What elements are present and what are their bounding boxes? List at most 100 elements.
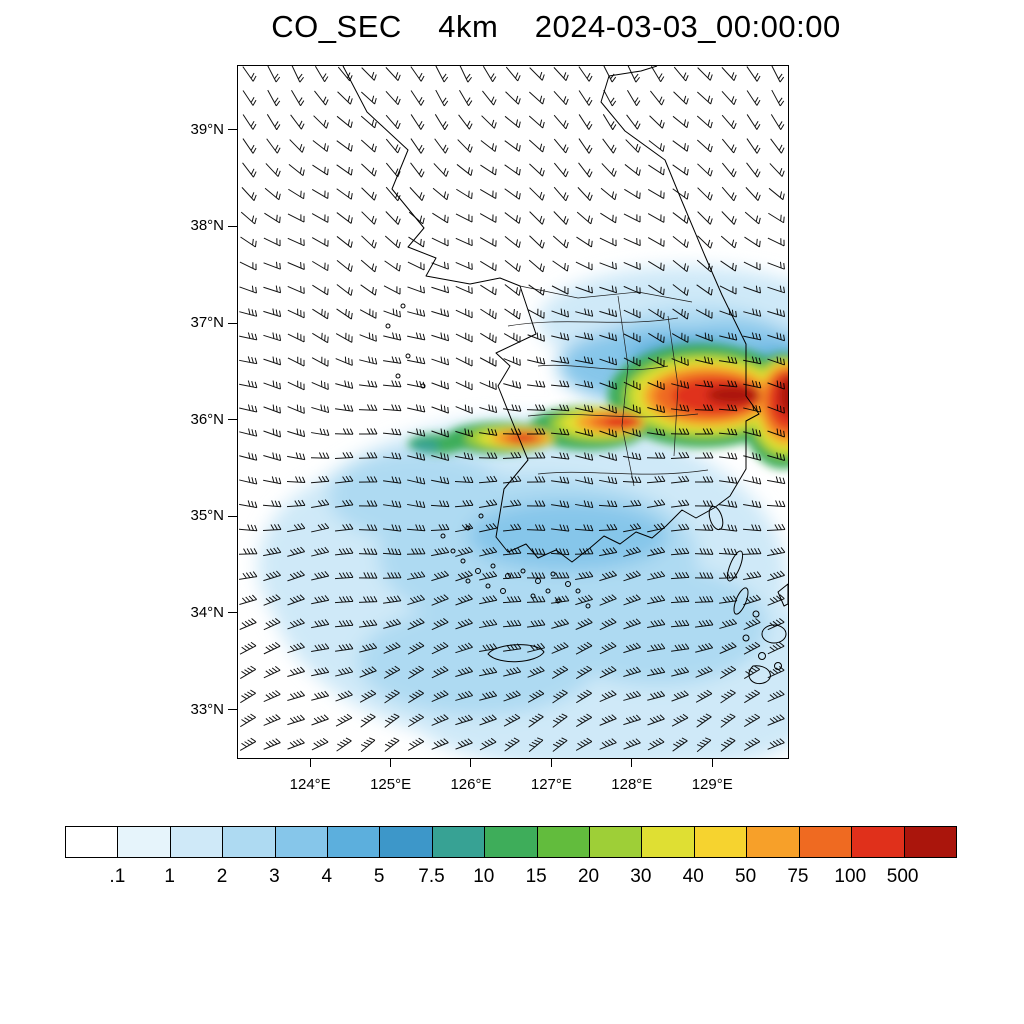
wind-barb [385, 138, 401, 154]
wind-barb [410, 162, 425, 178]
wind-barb [455, 666, 474, 677]
wind-barb [385, 114, 401, 130]
wind-barb [575, 404, 594, 413]
colorbar-segment [380, 827, 433, 857]
wind-barb [746, 90, 761, 106]
colorbar-tick-label: 1 [164, 866, 175, 887]
wind-barb [627, 89, 641, 107]
wind-barb [719, 500, 738, 508]
wind-barb [263, 332, 282, 342]
wind-barb [240, 236, 257, 248]
wind-barb [527, 666, 545, 678]
wind-barb [263, 618, 281, 631]
wind-barb [695, 619, 714, 628]
wind-barb [578, 114, 593, 130]
map-canvas [238, 66, 788, 758]
wind-barb [435, 66, 449, 83]
wind-barb [266, 138, 281, 154]
wind-barb [743, 500, 762, 509]
colorbar-segment [275, 827, 329, 857]
wind-barb [242, 162, 257, 178]
wind-barb [312, 284, 329, 296]
wind-barb [743, 356, 762, 365]
wind-barb [575, 380, 594, 389]
wind-barb [503, 332, 521, 343]
wind-barb [263, 428, 281, 438]
wind-barb [336, 236, 353, 248]
wind-barb [311, 189, 329, 199]
wind-barb [746, 138, 761, 154]
lat-tick-label: 35°N [190, 507, 224, 525]
wind-barb [455, 428, 474, 438]
colorbar-segment [118, 827, 171, 857]
wind-barb [502, 547, 522, 556]
wind-barb [407, 285, 425, 294]
wind-barb [719, 308, 737, 318]
colorbar-segment [590, 827, 643, 857]
wind-barb [263, 641, 281, 655]
lat-tick [228, 612, 237, 614]
wind-barb [766, 500, 786, 508]
wind-barb [502, 571, 522, 580]
wind-barb [454, 476, 474, 483]
wind-barb [625, 139, 641, 153]
wind-barb [721, 138, 737, 154]
wind-barb [503, 690, 521, 702]
wind-barb [574, 524, 594, 532]
wind-barb [623, 308, 641, 319]
wind-barb [240, 713, 256, 728]
wind-barb [407, 665, 425, 679]
wind-barb [526, 452, 546, 459]
wind-barb [623, 666, 642, 677]
wind-barb [358, 404, 378, 411]
wind-barb [624, 188, 641, 200]
wind-barb [673, 91, 689, 105]
wind-barb [647, 522, 666, 533]
wind-barb [769, 163, 785, 177]
wind-barb [719, 524, 738, 532]
wind-barb [406, 524, 426, 532]
wind-barb [503, 643, 522, 652]
wind-barb [480, 332, 497, 344]
wind-barb [695, 642, 714, 653]
wind-barb [673, 66, 689, 82]
wind-barb [385, 162, 401, 178]
wind-barb [382, 548, 402, 556]
wind-barb [574, 548, 594, 555]
wind-barb [599, 332, 618, 342]
wind-barb [552, 260, 569, 272]
wind-barb [599, 547, 618, 557]
wind-barb [768, 212, 785, 224]
wind-barb [695, 308, 713, 319]
wind-barb [647, 737, 665, 751]
wind-barb [694, 596, 714, 603]
wind-barb [551, 665, 569, 679]
wind-barb [287, 738, 305, 750]
wind-barb [407, 641, 425, 655]
wind-barb [311, 595, 330, 605]
wind-barb [288, 188, 305, 200]
wind-barb [482, 90, 497, 106]
wind-barb [431, 641, 449, 655]
wind-barb [767, 594, 785, 606]
wind-barb [410, 114, 425, 130]
wind-barb [359, 642, 378, 653]
lat-tick [228, 225, 237, 227]
wind-barb [311, 380, 329, 391]
wind-barb [671, 356, 689, 366]
wind-barb [432, 187, 449, 201]
wind-barb [550, 404, 570, 412]
wind-barb [431, 261, 449, 270]
wind-barb [721, 67, 737, 81]
wind-barb [336, 188, 353, 200]
wind-barb [648, 140, 665, 152]
lon-tick-label: 124°E [289, 776, 331, 793]
wind-barb [577, 187, 593, 201]
wind-barb [479, 237, 497, 247]
wind-barb [527, 642, 546, 653]
wind-barb [623, 332, 641, 343]
wind-barb [263, 237, 281, 247]
wind-barb [239, 641, 257, 655]
wind-barb [744, 211, 761, 225]
wind-barb [647, 189, 665, 199]
